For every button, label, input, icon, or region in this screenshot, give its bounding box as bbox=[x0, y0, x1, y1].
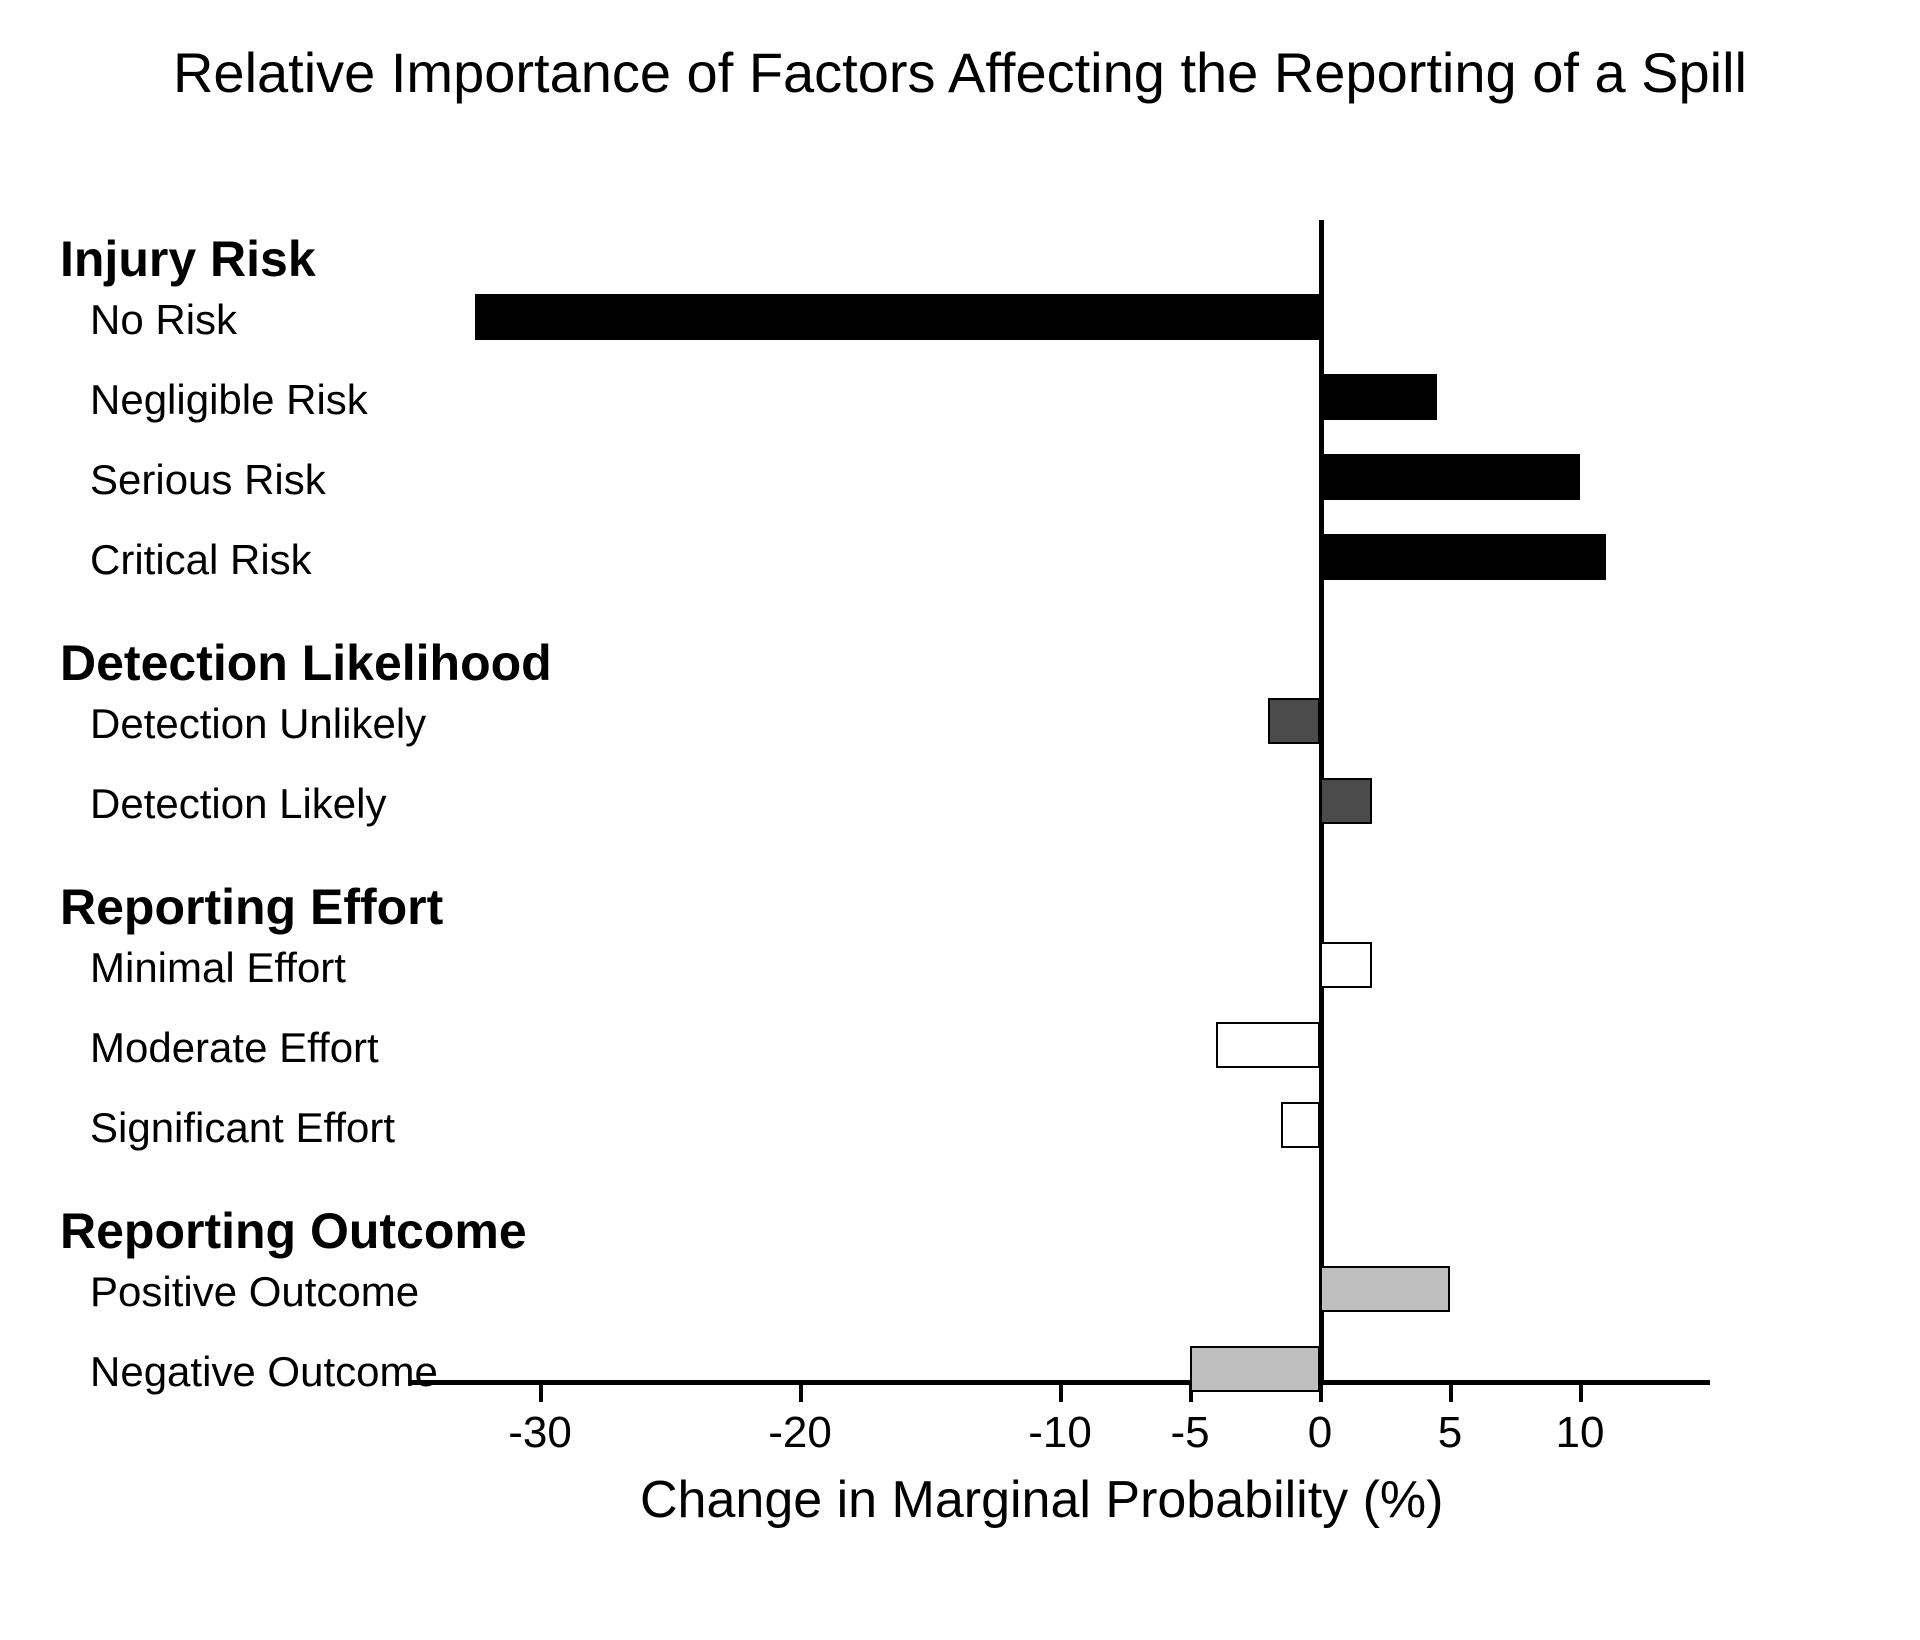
bar bbox=[1320, 534, 1606, 580]
group-header: Injury Risk bbox=[60, 230, 316, 288]
x-tick-label: 10 bbox=[1556, 1408, 1605, 1458]
x-tick-label: -20 bbox=[768, 1408, 832, 1458]
chart-title: Relative Importance of Factors Affecting… bbox=[0, 40, 1920, 105]
bar-label: No Risk bbox=[90, 296, 237, 344]
bar-label: Negative Outcome bbox=[90, 1348, 438, 1396]
bar-label: Serious Risk bbox=[90, 456, 326, 504]
bar bbox=[1320, 454, 1580, 500]
bar bbox=[1320, 374, 1437, 420]
x-tick bbox=[539, 1380, 543, 1402]
plot-area: -30-20-10-50510Change in Marginal Probab… bbox=[60, 220, 1860, 1500]
bar-label: Minimal Effort bbox=[90, 944, 346, 992]
x-tick-label: -5 bbox=[1170, 1408, 1209, 1458]
chart-container: Relative Importance of Factors Affecting… bbox=[0, 0, 1920, 1640]
bar bbox=[1281, 1102, 1320, 1148]
bar bbox=[475, 294, 1320, 340]
x-axis-label: Change in Marginal Probability (%) bbox=[60, 1470, 1920, 1530]
bar-label: Critical Risk bbox=[90, 536, 312, 584]
group-header: Reporting Effort bbox=[60, 878, 443, 936]
x-tick-label: 5 bbox=[1438, 1408, 1462, 1458]
bar-label: Negligible Risk bbox=[90, 376, 368, 424]
bar bbox=[1320, 1266, 1450, 1312]
group-header: Reporting Outcome bbox=[60, 1202, 527, 1260]
x-tick-label: -10 bbox=[1028, 1408, 1092, 1458]
bar-label: Detection Likely bbox=[90, 780, 386, 828]
x-tick-label: -30 bbox=[508, 1408, 572, 1458]
bar-label: Detection Unlikely bbox=[90, 700, 426, 748]
bar bbox=[1320, 942, 1372, 988]
x-tick bbox=[799, 1380, 803, 1402]
bar bbox=[1320, 778, 1372, 824]
bar bbox=[1268, 698, 1320, 744]
bar-label: Positive Outcome bbox=[90, 1268, 419, 1316]
x-tick bbox=[1449, 1380, 1453, 1402]
bar bbox=[1190, 1346, 1320, 1392]
x-tick-label: 0 bbox=[1308, 1408, 1332, 1458]
group-header: Detection Likelihood bbox=[60, 634, 552, 692]
x-tick bbox=[1579, 1380, 1583, 1402]
bar-label: Moderate Effort bbox=[90, 1024, 379, 1072]
bar-label: Significant Effort bbox=[90, 1104, 395, 1152]
x-tick bbox=[1059, 1380, 1063, 1402]
bar bbox=[1216, 1022, 1320, 1068]
